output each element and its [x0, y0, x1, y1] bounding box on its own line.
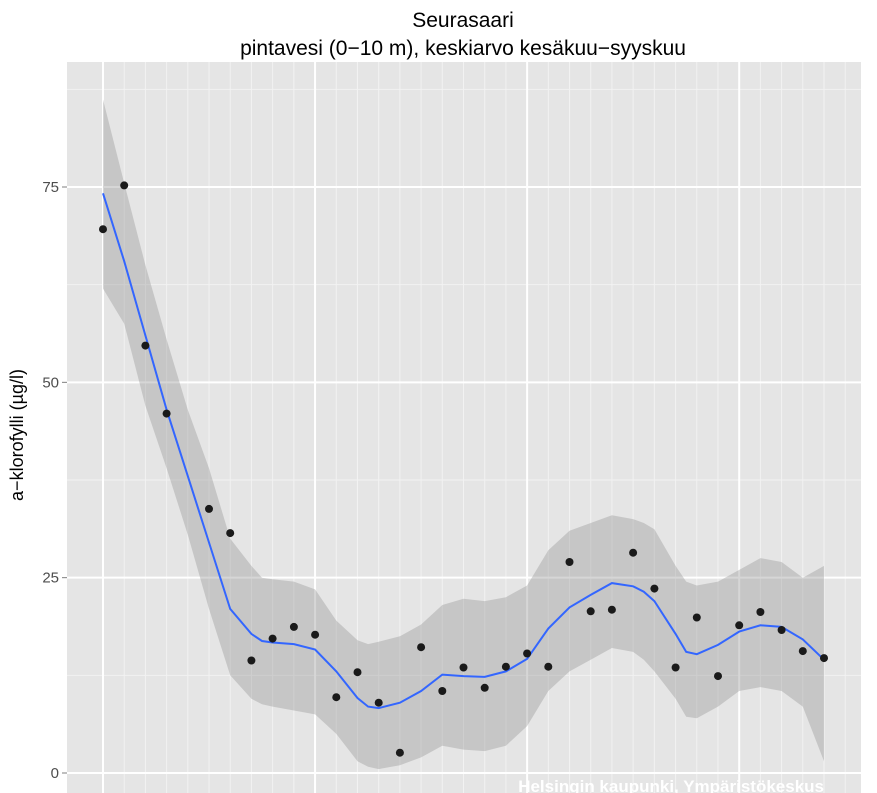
- data-point: [692, 613, 701, 622]
- data-point: [417, 643, 426, 652]
- data-point: [607, 605, 616, 614]
- watermark: Helsingin kaupunki, Ympäristökeskus: [518, 777, 824, 793]
- data-point: [205, 504, 213, 513]
- y-tick-label: 75: [42, 179, 59, 196]
- data-point: [798, 647, 807, 656]
- data-point: [671, 663, 680, 672]
- data-point: [777, 626, 786, 634]
- chart-subtitle: pintavesi (0−10 m), keskiarvo kesäkuu−sy…: [240, 37, 686, 60]
- data-point: [629, 548, 638, 557]
- data-point: [459, 663, 468, 672]
- data-point: [247, 656, 256, 665]
- data-point: [586, 607, 595, 616]
- data-point: [162, 409, 171, 418]
- plot-area: [67, 62, 861, 793]
- data-point: [374, 698, 383, 707]
- data-point: [395, 748, 404, 757]
- data-point: [735, 621, 744, 630]
- data-point: [141, 341, 150, 350]
- y-axis-label: a−klorofylli (µg/l): [7, 369, 27, 501]
- y-tick-label: 0: [51, 765, 59, 782]
- data-point: [650, 584, 659, 593]
- data-point: [289, 622, 298, 631]
- grid-lines: [67, 62, 861, 793]
- data-point: [501, 662, 510, 671]
- data-point: [714, 672, 722, 681]
- confidence-band: [103, 99, 824, 770]
- data-point: [523, 649, 532, 658]
- y-axis: 0 25 50 75: [42, 179, 67, 782]
- data-point: [544, 662, 553, 671]
- data-point: [353, 668, 362, 677]
- series-layer: [99, 99, 828, 770]
- data-point: [756, 608, 765, 616]
- data-point: [438, 687, 447, 695]
- y-tick-label: 25: [42, 570, 59, 587]
- chart-title: Seurasaari: [412, 9, 514, 32]
- data-point: [226, 529, 235, 538]
- data-point: [565, 558, 574, 566]
- data-point: [99, 225, 107, 234]
- data-point: [268, 634, 277, 643]
- y-tick-label: 50: [42, 374, 59, 391]
- data-point: [480, 683, 489, 692]
- smooth-line: [102, 193, 825, 710]
- data-point: [120, 181, 129, 190]
- data-point: [332, 693, 341, 702]
- data-point: [311, 630, 320, 639]
- data-point: [820, 654, 828, 663]
